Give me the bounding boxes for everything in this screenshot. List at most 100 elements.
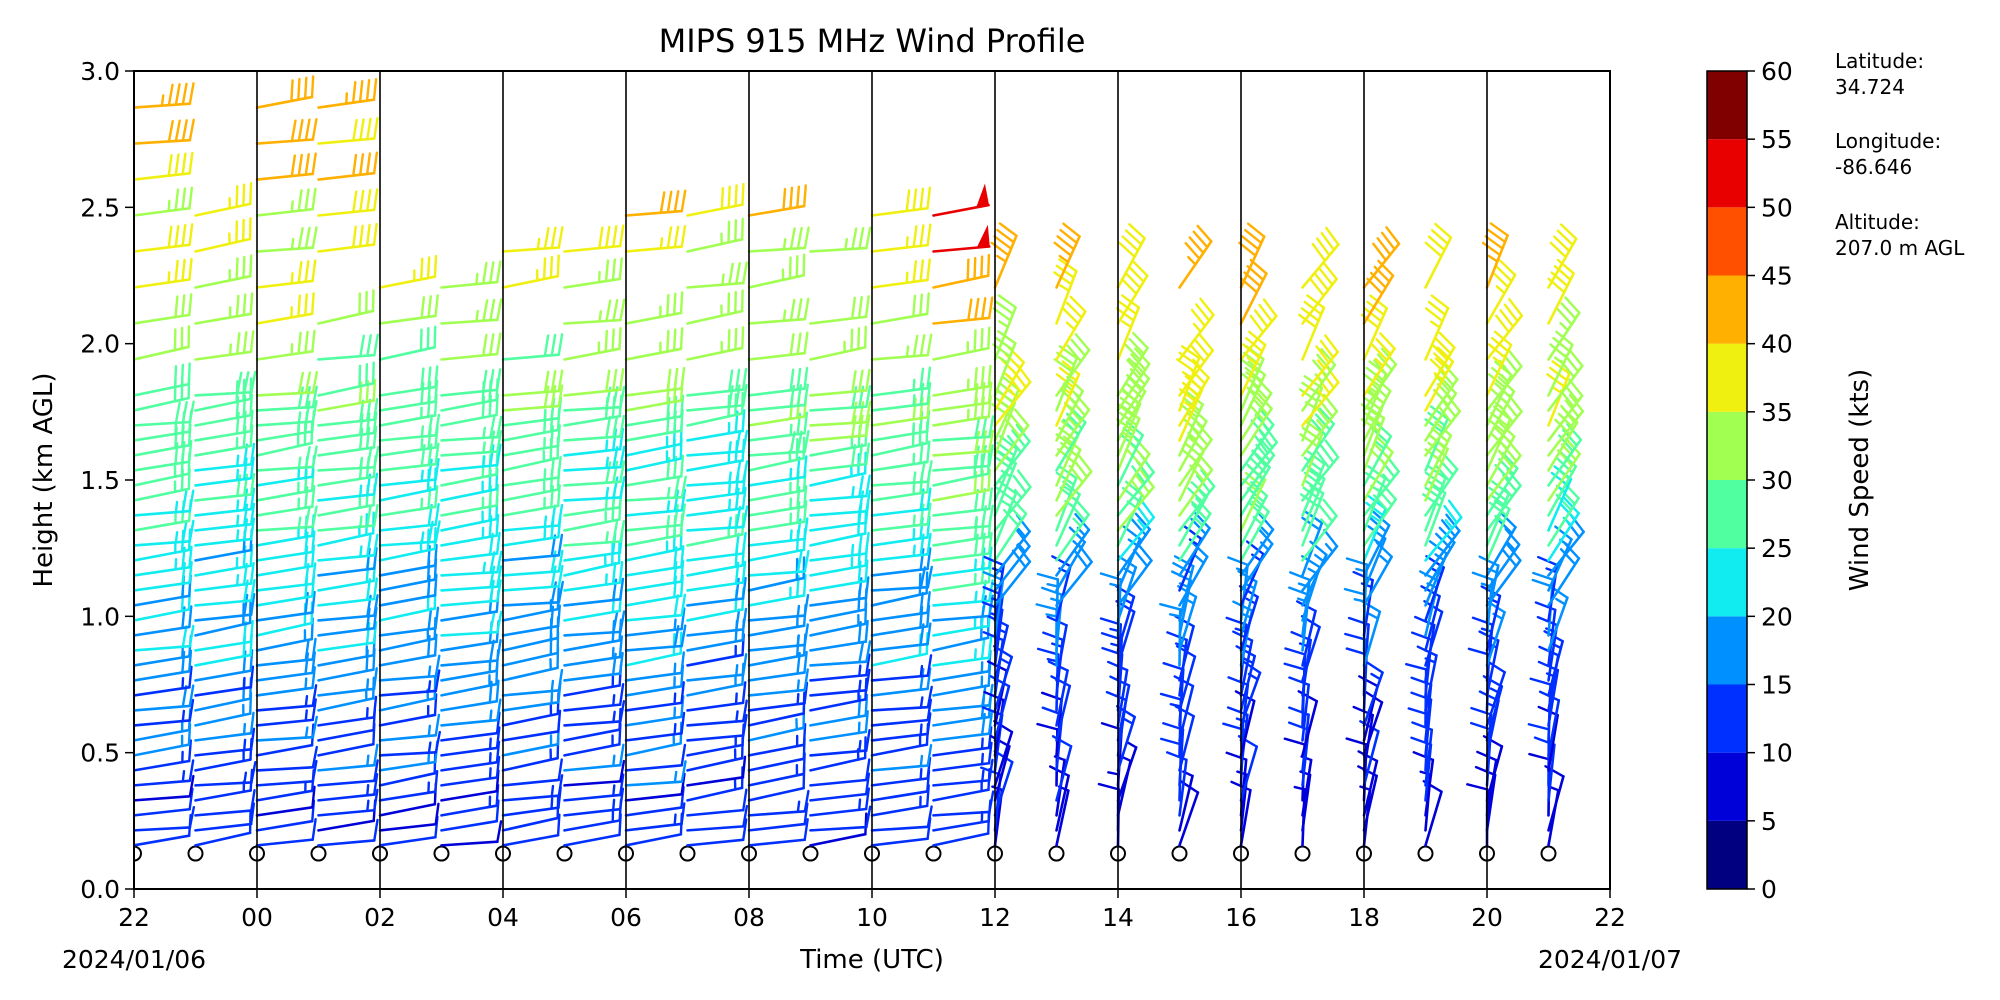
- barb-feather: [1298, 388, 1319, 403]
- barb-feather: [1303, 456, 1323, 472]
- barb-feather: [1471, 571, 1494, 581]
- barb-shaft: [747, 822, 806, 832]
- barb-feather: [557, 549, 564, 573]
- barb-shaft: [501, 246, 561, 253]
- barb-half-feather: [174, 500, 179, 514]
- barb-feather: [680, 651, 685, 675]
- barb-feather: [249, 254, 253, 278]
- barb-feather: [359, 334, 365, 358]
- barb-shaft: [624, 209, 684, 217]
- barb-feather: [865, 668, 871, 692]
- barb-shaft: [1239, 441, 1279, 487]
- barb-feather: [680, 743, 687, 767]
- barb-shaft: [1362, 347, 1396, 397]
- wind-barb: [194, 330, 255, 361]
- barb-feather: [980, 766, 1002, 776]
- barb-shaft: [870, 652, 929, 667]
- barb-feather: [249, 802, 256, 826]
- wind-barb: [686, 367, 748, 397]
- barb-feather: [987, 468, 992, 492]
- barb-feather: [680, 394, 685, 418]
- barb-feather: [557, 503, 564, 527]
- barb-shaft: [501, 607, 560, 622]
- barb-feather: [236, 371, 243, 395]
- barb-shaft: [624, 806, 683, 817]
- barb-shaft: [194, 653, 252, 667]
- barb-shaft: [1055, 493, 1081, 547]
- wind-barb: [932, 296, 994, 325]
- chart-title: MIPS 915 MHz Wind Profile: [659, 22, 1086, 60]
- barb-half-feather: [475, 309, 479, 323]
- barb-feather: [1118, 241, 1136, 258]
- barb-half-feather: [482, 441, 486, 454]
- barb-feather: [981, 579, 987, 603]
- wind-barb: [440, 755, 501, 787]
- barb-shaft: [563, 244, 622, 253]
- barb-feather: [556, 254, 560, 278]
- barb-feather: [304, 188, 310, 212]
- barb-shaft: [1178, 791, 1200, 847]
- barb-shaft: [1116, 433, 1144, 487]
- barb-half-feather: [550, 679, 555, 693]
- barb-shaft: [686, 719, 745, 727]
- barb-feather: [1003, 509, 1020, 527]
- barb-shaft: [1239, 423, 1275, 472]
- barb-shaft: [1055, 624, 1068, 682]
- x-tick-label: 04: [487, 903, 519, 932]
- barb-feather: [973, 329, 977, 353]
- barb-shaft: [255, 819, 314, 832]
- barb-shaft: [317, 763, 376, 772]
- barb-feather: [1225, 616, 1248, 626]
- barb-feather: [1243, 228, 1263, 245]
- barb-shaft: [317, 819, 375, 832]
- barb-shaft: [194, 548, 252, 562]
- barb-feather: [1184, 242, 1201, 260]
- barb-feather: [980, 327, 984, 351]
- barb-feather: [989, 675, 1011, 688]
- colorbar-bin: [1707, 275, 1747, 344]
- barb-half-feather: [1316, 359, 1326, 370]
- barb-shaft: [809, 552, 868, 562]
- wind-barb: [255, 226, 318, 253]
- barb-feather: [742, 818, 748, 842]
- barb-feather: [618, 560, 624, 584]
- barb-feather: [987, 364, 992, 388]
- wind-barb: [1160, 737, 1183, 802]
- barb-feather: [1254, 435, 1270, 455]
- wind-barb: [932, 741, 993, 772]
- barb-feather: [619, 610, 626, 634]
- wind-barb: [1466, 783, 1489, 847]
- wind-barb: [1424, 222, 1453, 289]
- barb-shaft: [686, 776, 745, 787]
- barb-shaft: [747, 712, 806, 727]
- barb-shaft: [194, 413, 252, 427]
- barb-shaft: [809, 462, 868, 472]
- barb-half-feather: [974, 590, 978, 604]
- barb-half-feather: [1500, 373, 1510, 385]
- wind-barb: [624, 772, 686, 802]
- barb-shaft: [624, 701, 683, 712]
- barb-shaft: [1485, 639, 1500, 697]
- barb-feather: [1009, 413, 1026, 433]
- barb-feather: [1241, 235, 1260, 251]
- barb-feather: [858, 369, 864, 393]
- barb-shaft: [1547, 775, 1565, 832]
- barb-feather: [926, 186, 932, 210]
- barb-half-feather: [1433, 372, 1444, 382]
- barb-feather: [919, 187, 925, 211]
- wind-barb: [870, 571, 929, 607]
- barb-shaft: [134, 206, 191, 217]
- barb-feather: [796, 456, 801, 480]
- wind-barb: [1055, 333, 1091, 397]
- barb-feather: [1309, 278, 1325, 297]
- barb-feather: [1552, 336, 1571, 353]
- wind-barb: [440, 698, 502, 727]
- barb-feather: [802, 573, 807, 597]
- barb-shaft: [1362, 759, 1379, 817]
- barb-feather: [1248, 388, 1265, 407]
- barb-shaft: [1239, 528, 1275, 577]
- wind-barb: [1116, 543, 1153, 607]
- y-axis: 0.00.51.01.52.02.53.0: [80, 57, 134, 904]
- barb-shaft: [809, 689, 868, 697]
- barb-shaft: [317, 503, 375, 517]
